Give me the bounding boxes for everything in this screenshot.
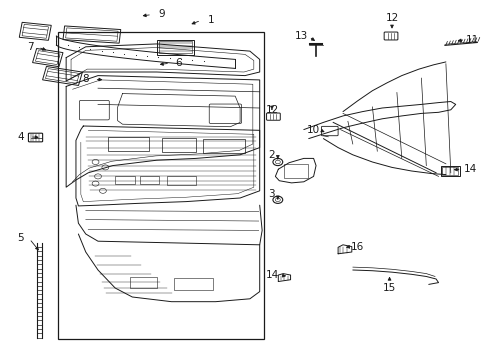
Bar xyxy=(19,22,51,40)
Text: 3: 3 xyxy=(269,189,275,199)
Text: 11: 11 xyxy=(466,35,480,45)
Text: 7: 7 xyxy=(27,42,34,52)
Bar xyxy=(159,41,192,53)
Bar xyxy=(441,166,460,176)
Text: 1: 1 xyxy=(207,15,214,25)
Bar xyxy=(130,277,157,288)
Text: 9: 9 xyxy=(158,9,165,19)
Bar xyxy=(32,49,63,67)
Text: 13: 13 xyxy=(294,31,308,41)
Bar xyxy=(140,176,159,184)
Text: 15: 15 xyxy=(383,283,396,293)
Text: 2: 2 xyxy=(269,150,275,160)
Bar xyxy=(284,164,308,178)
Bar xyxy=(108,137,149,151)
Bar xyxy=(46,69,79,83)
Text: 14: 14 xyxy=(464,164,477,174)
Bar xyxy=(115,176,135,184)
Text: 12: 12 xyxy=(265,105,279,115)
Text: 12: 12 xyxy=(385,13,399,23)
Bar xyxy=(203,139,245,153)
Bar xyxy=(43,67,82,85)
Bar xyxy=(66,28,118,41)
Bar xyxy=(63,26,121,43)
Text: 10: 10 xyxy=(307,125,320,135)
Bar xyxy=(22,24,49,38)
Bar xyxy=(35,51,60,64)
Bar xyxy=(162,138,196,152)
Bar xyxy=(157,40,194,55)
Bar xyxy=(167,176,196,185)
Bar xyxy=(442,167,458,175)
Bar xyxy=(58,32,264,339)
Text: 6: 6 xyxy=(175,58,182,68)
Text: 16: 16 xyxy=(351,242,365,252)
Text: 5: 5 xyxy=(17,233,24,243)
Text: 8: 8 xyxy=(82,74,89,84)
Text: 4: 4 xyxy=(17,132,24,142)
Text: 14: 14 xyxy=(265,270,279,280)
Bar xyxy=(174,278,213,290)
